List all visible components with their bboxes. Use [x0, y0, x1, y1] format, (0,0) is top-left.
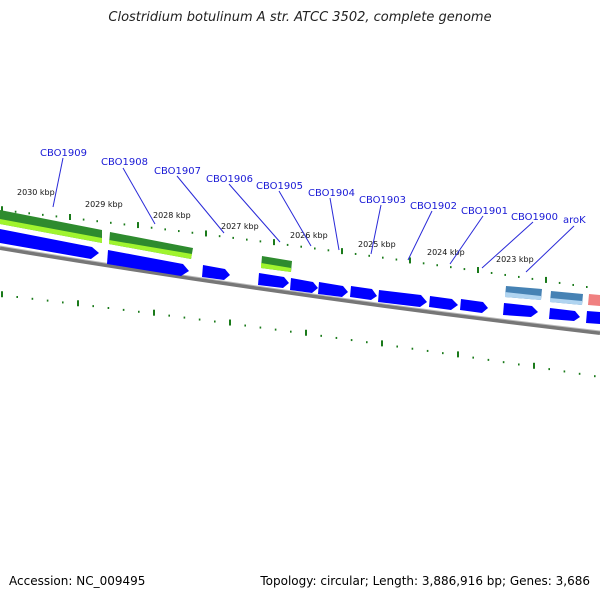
highlight-band-steel-1	[505, 286, 542, 300]
gene-arrow-cbo1906[interactable]	[258, 273, 289, 288]
gene-label-leaders	[52, 157, 575, 273]
tick-label: 2028 kbp	[153, 211, 191, 220]
highlight-band-steel-2	[550, 291, 583, 305]
tick-label: 2023 kbp	[496, 255, 534, 264]
tick-label: 2025 kbp	[358, 240, 396, 249]
gene-arrow-cbo1903[interactable]	[350, 286, 377, 300]
gene-arrow-cbo1900[interactable]	[460, 299, 488, 313]
gene-label-cbo1908[interactable]: CBO1908	[101, 157, 148, 168]
map-title: Clostridium botulinum A str. ATCC 3502, …	[108, 10, 492, 25]
leader-line	[370, 204, 382, 255]
gene-label-cbo1905[interactable]: CBO1905	[256, 181, 303, 192]
gene-label-cbo1901[interactable]: CBO1901	[461, 206, 508, 217]
leader-line	[481, 221, 534, 269]
leader-line	[52, 157, 64, 208]
leader-line	[228, 183, 281, 243]
tick-labels: 2030 kbp 2029 kbp 2028 kbp 2027 kbp 2026…	[17, 188, 534, 264]
leader-line	[407, 210, 433, 261]
gene-label-cbo1904[interactable]: CBO1904	[308, 188, 355, 199]
tick-label: 2026 kbp	[290, 231, 328, 240]
highlight-band-arok	[588, 294, 600, 306]
leader-line	[329, 197, 340, 251]
outer-tick-track	[1, 206, 588, 289]
genome-backbone	[0, 246, 600, 335]
genome-backbone-highlight	[0, 245, 600, 332]
gene-label-arok[interactable]: aroK	[563, 215, 586, 226]
gene-label-cbo1906[interactable]: CBO1906	[206, 174, 253, 185]
tick-label: 2029 kbp	[85, 200, 123, 209]
gene-label-cbo1903[interactable]: CBO1903	[359, 195, 406, 206]
inner-tick-track	[1, 291, 596, 378]
gene-arrow-cbo1901[interactable]	[429, 296, 458, 310]
tick-label: 2024 kbp	[427, 248, 465, 257]
highlight-band-cbo1909	[0, 210, 102, 243]
gene-label-cbo1909[interactable]: CBO1909	[40, 148, 87, 159]
leader-line	[525, 225, 575, 273]
accession-label: Accession: NC_009495	[9, 574, 146, 588]
gene-arrow-cbo1904[interactable]	[318, 282, 348, 297]
leader-line	[176, 175, 225, 234]
gene-arrow-steel-2[interactable]	[549, 308, 580, 321]
gene-arrow-arok[interactable]	[586, 311, 600, 324]
gene-label-cbo1902[interactable]: CBO1902	[410, 201, 457, 212]
gene-arrow-cbo1909[interactable]	[0, 229, 99, 259]
leader-line	[449, 215, 484, 265]
leader-line	[278, 190, 312, 247]
tick-label: 2027 kbp	[221, 222, 259, 231]
gene-arrow-cbo1905[interactable]	[290, 278, 318, 293]
highlight-band-cbo1906	[261, 256, 292, 272]
genome-summary-label: Topology: circular; Length: 3,886,916 bp…	[260, 574, 590, 588]
gene-arrow-cbo1908[interactable]	[107, 250, 189, 276]
gene-label-cbo1900[interactable]: CBO1900	[511, 212, 558, 223]
gene-arrow-steel-1[interactable]	[503, 303, 538, 317]
gene-track	[0, 229, 600, 324]
gene-arrow-cbo1902[interactable]	[378, 290, 427, 307]
leader-line	[122, 167, 156, 225]
gene-label-cbo1907[interactable]: CBO1907	[154, 166, 201, 177]
tick-label: 2030 kbp	[17, 188, 55, 197]
gene-labels: CBO1909 CBO1908 CBO1907 CBO1906 CBO1905 …	[40, 148, 586, 226]
gene-arrow-cbo1907[interactable]	[202, 265, 230, 280]
highlight-band-cbo1908	[109, 232, 193, 259]
